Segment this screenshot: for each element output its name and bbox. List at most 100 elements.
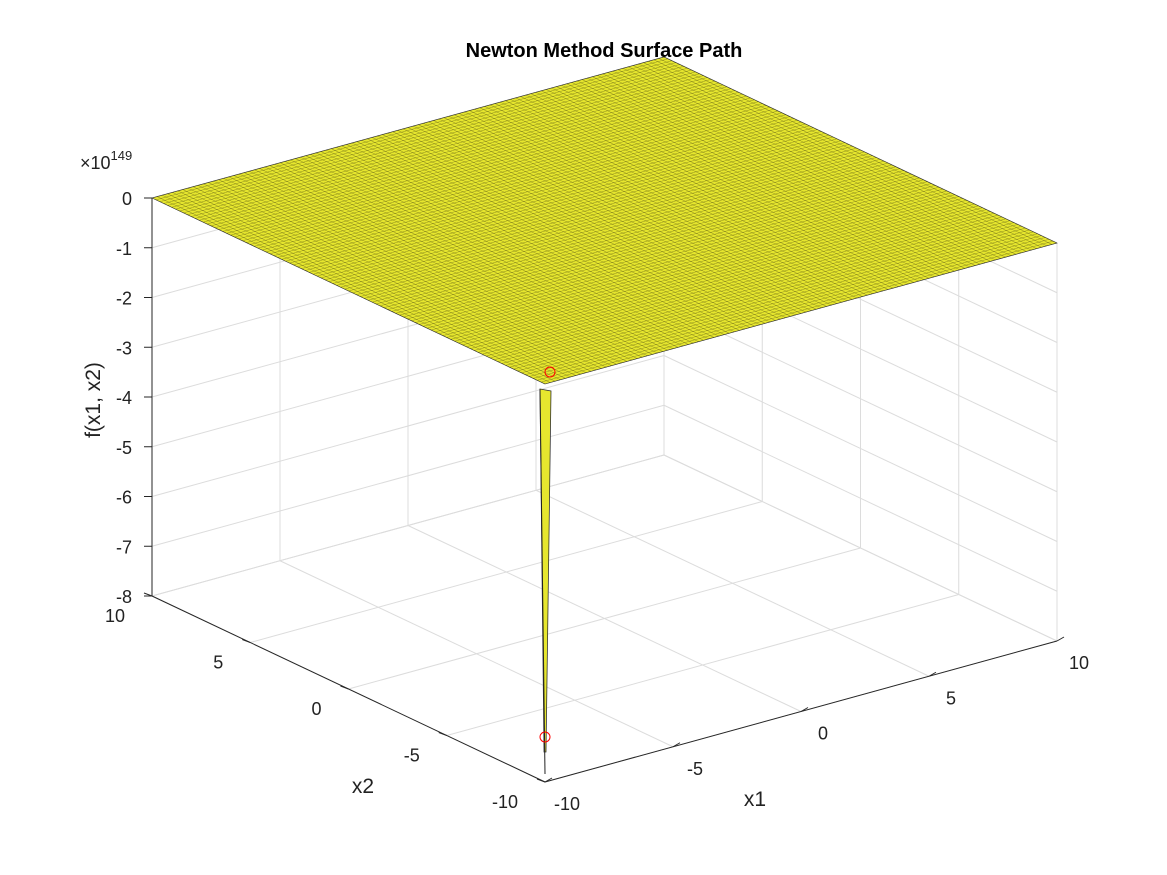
mesh-line-x2 bbox=[171, 66, 684, 208]
mesh-line-x1 bbox=[535, 92, 930, 279]
x1-tick-mark bbox=[544, 777, 553, 783]
mesh-line-x2 bbox=[175, 67, 688, 210]
mesh-line-x1 bbox=[448, 116, 843, 303]
z-tick-label: -6 bbox=[116, 488, 132, 508]
mesh-line-x1 bbox=[428, 121, 822, 309]
x1-tick-label: -5 bbox=[687, 759, 703, 779]
mesh-line-x1 bbox=[433, 120, 827, 307]
z-tick-label: -5 bbox=[116, 438, 132, 458]
mesh-line-x2 bbox=[183, 71, 696, 214]
z-tick-label: -2 bbox=[116, 289, 132, 309]
mesh-line-x1 bbox=[423, 123, 817, 310]
z-exponent-base: ×10 bbox=[80, 153, 111, 173]
mesh-line-x1 bbox=[576, 80, 971, 268]
mesh-line-x2 bbox=[273, 114, 786, 256]
x2-tick-label: -5 bbox=[404, 746, 420, 766]
x1-tick-mark bbox=[672, 742, 681, 748]
mesh-line-x1 bbox=[592, 76, 986, 263]
mesh-line-x2 bbox=[226, 92, 739, 234]
mesh-line-x1 bbox=[582, 79, 976, 266]
mesh-line-x2 bbox=[261, 108, 775, 251]
mesh-line-x2 bbox=[305, 129, 818, 271]
mesh-line-x1 bbox=[484, 106, 878, 293]
mesh-line-x1 bbox=[505, 100, 899, 287]
x2-tick-label: 5 bbox=[213, 653, 223, 673]
mesh-line-x2 bbox=[234, 95, 747, 238]
mesh-line-x2 bbox=[289, 121, 802, 264]
mesh-line-x2 bbox=[167, 64, 680, 206]
x2-tick-label: 0 bbox=[311, 699, 321, 719]
mesh-line-x2 bbox=[258, 107, 771, 249]
mesh-line-x1 bbox=[597, 75, 991, 262]
x2-tick-mark bbox=[242, 639, 251, 643]
mesh-line-x1 bbox=[546, 89, 940, 276]
mesh-line-x2 bbox=[320, 136, 834, 279]
mesh-line-x1 bbox=[612, 70, 1006, 258]
mesh-line-x1 bbox=[541, 90, 935, 277]
mesh-line-x2 bbox=[281, 118, 794, 260]
mesh-line-x2 bbox=[297, 125, 810, 267]
floor-grid-x2 bbox=[348, 547, 861, 690]
x2-tick-mark bbox=[340, 685, 349, 690]
mesh-line-x2 bbox=[309, 131, 822, 273]
mesh-line-x2 bbox=[230, 94, 743, 236]
x1-tick-label: 5 bbox=[946, 688, 956, 708]
mesh-line-x2 bbox=[203, 81, 716, 223]
mesh-line-x2 bbox=[206, 82, 720, 225]
mesh-line-x1 bbox=[494, 103, 889, 290]
z-tick-label: -1 bbox=[116, 239, 132, 259]
z-tick-label: -7 bbox=[116, 537, 132, 557]
mesh-line-x1 bbox=[587, 77, 981, 265]
mesh-line-x2 bbox=[317, 134, 830, 277]
spike-edge bbox=[539, 388, 546, 775]
mesh-line-x1 bbox=[443, 117, 837, 304]
mesh-line-x1 bbox=[479, 107, 873, 294]
x2-axis-label: x2 bbox=[352, 775, 374, 798]
side-wall-grid-horizontal bbox=[663, 305, 1058, 493]
mesh-line-x2 bbox=[222, 90, 735, 232]
mesh-line-x2 bbox=[195, 77, 708, 219]
chart-title: Newton Method Surface Path bbox=[466, 40, 743, 62]
mesh-line-x2 bbox=[269, 112, 782, 254]
mesh-line-x1 bbox=[653, 59, 1047, 246]
mesh-line-x1 bbox=[607, 72, 1001, 259]
tick-labels: -10 -5 0 5 10 -10 -5 0 5 10 0 -1 -2 -3 -4 -5 -6 -7 -8 bbox=[105, 189, 1089, 814]
x2-tick-label: -10 bbox=[492, 792, 518, 812]
mesh-line-x2 bbox=[348, 149, 861, 292]
back-wall-grid-horizontal bbox=[151, 454, 665, 597]
mesh-line-x2 bbox=[163, 62, 676, 204]
mesh-line-x1 bbox=[454, 114, 848, 301]
mesh-line-x1 bbox=[515, 97, 909, 285]
floor-grid-x2 bbox=[250, 501, 763, 643]
x1-tick-label: 10 bbox=[1069, 653, 1089, 673]
mesh-line-x1 bbox=[561, 85, 955, 272]
mesh-line-x1 bbox=[500, 101, 894, 289]
mesh-line-x2 bbox=[265, 110, 779, 253]
mesh-line-x2 bbox=[301, 127, 814, 269]
mesh-line-x2 bbox=[238, 97, 751, 240]
mesh-line-x1 bbox=[489, 104, 883, 292]
mesh-line-x2 bbox=[210, 84, 723, 227]
mesh-line-x2 bbox=[218, 88, 731, 230]
mesh-line-x2 bbox=[155, 58, 668, 201]
mesh-line-x1 bbox=[571, 82, 965, 269]
path-point-marker bbox=[544, 366, 556, 378]
mesh-line-x1 bbox=[520, 96, 914, 283]
mesh-line-x1 bbox=[530, 93, 924, 280]
mesh-line-x2 bbox=[159, 60, 672, 202]
mesh-line-x2 bbox=[254, 105, 767, 247]
mesh-line-x1 bbox=[556, 86, 950, 273]
mesh-line-x1 bbox=[418, 124, 812, 311]
mesh-line-x1 bbox=[510, 99, 904, 286]
z-tick-label: -3 bbox=[116, 338, 132, 358]
mesh-line-x2 bbox=[293, 123, 806, 266]
mesh-line-x2 bbox=[187, 73, 700, 215]
z-tick-label: -4 bbox=[116, 388, 132, 408]
mesh-line-x1 bbox=[438, 118, 832, 306]
mesh-line-x2 bbox=[250, 103, 763, 245]
x1-tick-mark bbox=[1056, 636, 1065, 642]
x1-tick-mark bbox=[800, 707, 809, 712]
floor-grid-x2 bbox=[446, 594, 959, 736]
back-wall-grid-horizontal bbox=[151, 404, 665, 547]
mesh-line-x2 bbox=[191, 75, 704, 217]
